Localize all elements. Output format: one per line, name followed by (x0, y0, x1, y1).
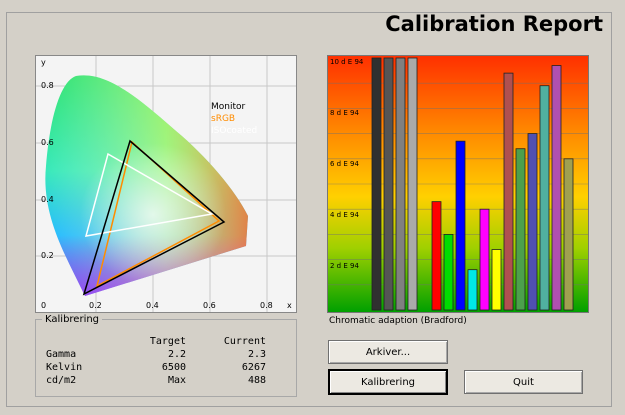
row-target: 2.2 (167, 349, 186, 360)
row-current: 6267 (241, 362, 266, 373)
delta-e-bar (551, 65, 562, 311)
delta-e-bar (491, 249, 502, 311)
row-target: 6500 (161, 362, 186, 373)
y-tick: 8 d E 94 (330, 109, 359, 117)
chart-caption: Chromatic adaption (Bradford) (329, 316, 467, 326)
row-current: 488 (247, 375, 266, 386)
header-target: Target (149, 336, 186, 347)
kalibrering-table: Target Current Gamma 2.2 2.3 Kelvin 6500… (46, 335, 266, 387)
bar-series (371, 57, 574, 311)
y-tick: 6 d E 94 (330, 160, 359, 168)
cie-svg (36, 56, 296, 312)
delta-e-bar (479, 208, 490, 311)
delta-e-bar (395, 57, 406, 311)
delta-e-bar (407, 57, 418, 311)
y-tick: 0.2 (41, 251, 54, 260)
delta-e-bar (503, 72, 514, 311)
y-tick: 4 d E 94 (330, 211, 359, 219)
delta-e-bar (371, 57, 382, 311)
row-label: Kelvin (46, 362, 83, 373)
row-current: 2.3 (247, 349, 266, 360)
table-row: Gamma 2.2 2.3 (46, 348, 266, 361)
y-tick: 2 d E 94 (330, 262, 359, 270)
x-tick: 0.2 (89, 301, 102, 310)
legend-isocoated: ISOcoated (211, 126, 258, 136)
x-axis-label: x (287, 301, 292, 310)
table-header-row: Target Current (46, 335, 266, 348)
kalibrering-group: Kalibrering Target Current Gamma 2.2 2.3… (35, 314, 297, 397)
delta-e-bar (527, 133, 538, 311)
header-label (46, 335, 126, 348)
report-window (6, 12, 612, 407)
y-tick: 0.4 (41, 195, 54, 204)
delta-e-bar (515, 148, 526, 311)
delta-e-svg (328, 56, 588, 312)
x-tick: 0 (41, 301, 47, 310)
delta-e-bar (443, 233, 454, 311)
archive-button[interactable]: Arkiver... (328, 340, 448, 364)
quit-button[interactable]: Quit (464, 370, 583, 394)
page-title: Calibration Report (385, 12, 603, 36)
y-axis-label: y (41, 58, 46, 67)
delta-e-bar (467, 269, 478, 311)
y-tick: 0.6 (41, 138, 54, 147)
table-row: cd/m2 Max 488 (46, 374, 266, 387)
x-tick: 0.6 (203, 301, 216, 310)
monitor-gamut (82, 139, 226, 296)
calibrate-button[interactable]: Kalibrering (329, 370, 447, 394)
x-tick: 0.8 (260, 301, 273, 310)
y-tick: 10 d E 94 (330, 58, 364, 66)
row-target: Max (167, 375, 186, 386)
y-tick: 0.8 (41, 81, 54, 90)
legend-monitor: Monitor (211, 102, 246, 112)
isocoated-gamut (84, 152, 215, 237)
delta-e-bar (431, 201, 442, 311)
legend-srgb: sRGB (211, 114, 236, 124)
spectral-locus (45, 75, 248, 296)
delta-e-bar (383, 57, 394, 311)
delta-e-bar (539, 85, 550, 311)
row-label: Gamma (46, 349, 77, 360)
x-tick: 0.4 (146, 301, 159, 310)
delta-e-chart: 10 d E 94 8 d E 94 6 d E 94 4 d E 94 2 d… (327, 55, 589, 313)
table-row: Kelvin 6500 6267 (46, 361, 266, 374)
cie-diagram: y x 0.8 0.6 0.4 0.2 0 0.2 0.4 0.6 0.8 Mo… (35, 55, 297, 313)
delta-e-bar (563, 158, 574, 311)
header-current: Current (223, 336, 266, 347)
kalibrering-legend: Kalibrering (45, 314, 100, 325)
delta-e-bar (455, 140, 466, 311)
srgb-gamut (95, 140, 221, 288)
row-label: cd/m2 (46, 375, 77, 386)
cie-legend: Monitor sRGB ISOcoated (211, 101, 257, 137)
